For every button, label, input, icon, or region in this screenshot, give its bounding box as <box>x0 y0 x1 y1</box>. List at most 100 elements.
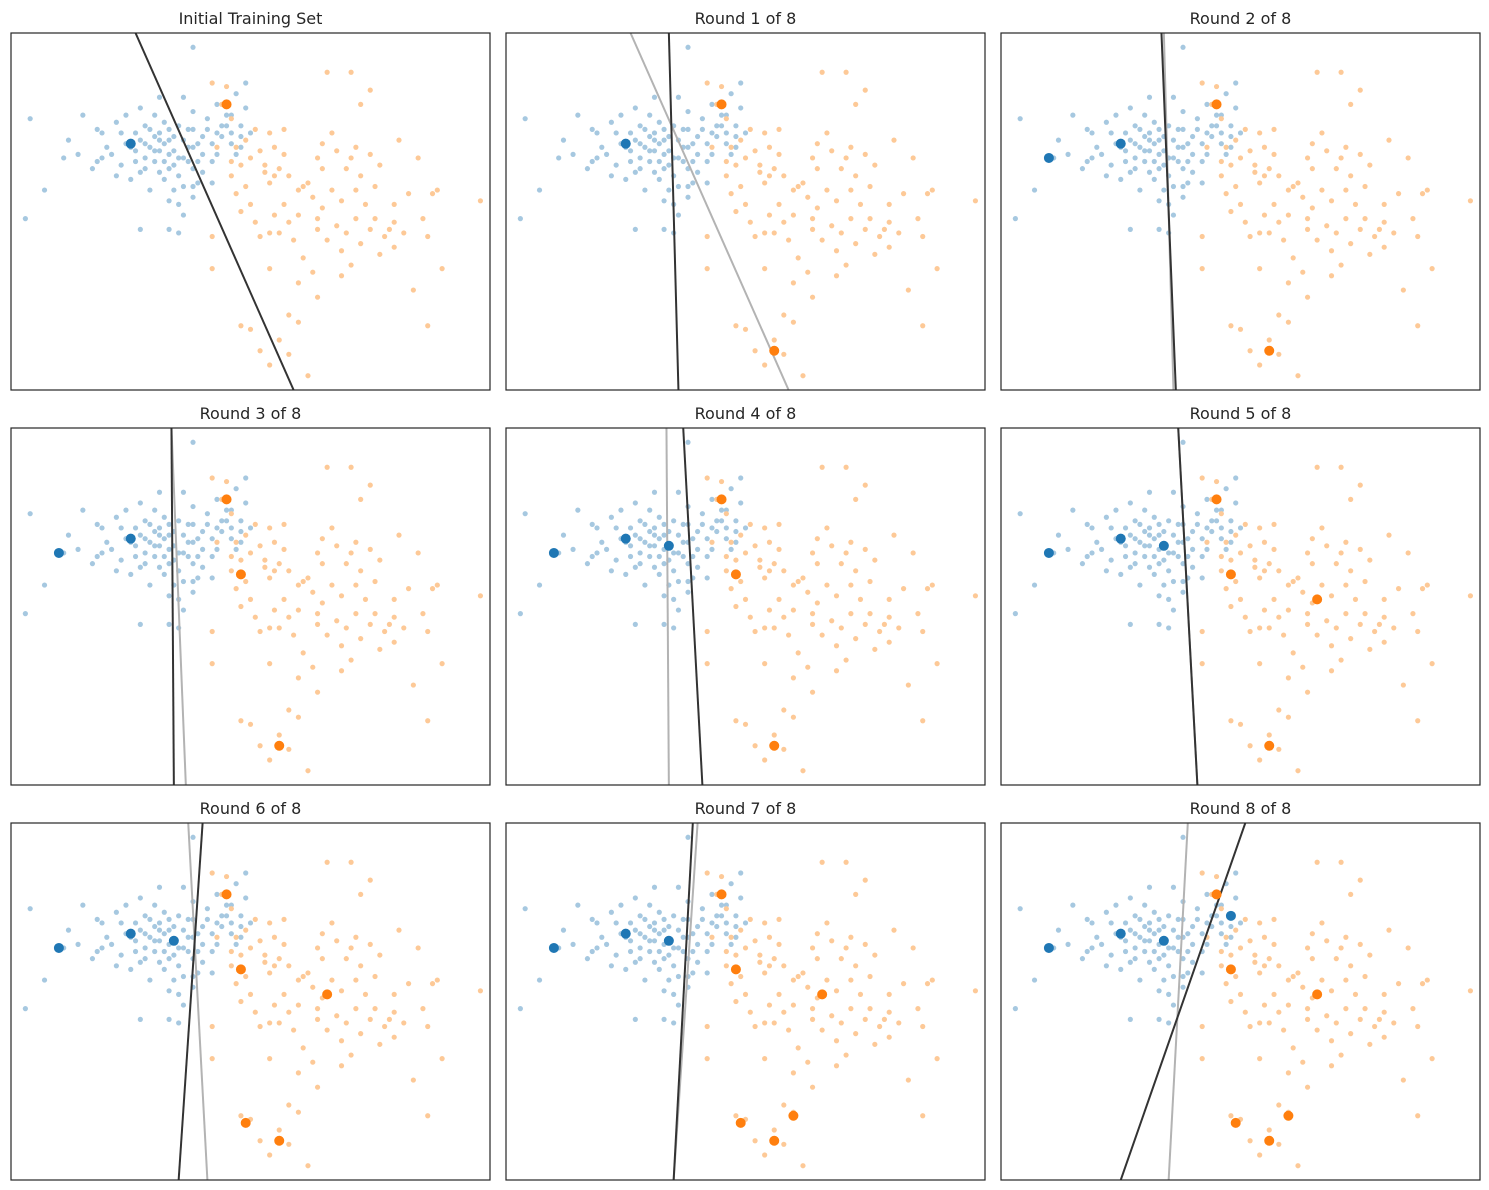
unlabeled-point-class-0 <box>1213 913 1220 919</box>
unlabeled-point-class-1 <box>929 582 935 588</box>
labeled-point-class-0 <box>1158 935 1169 946</box>
unlabeled-point-class-0 <box>185 553 191 560</box>
unlabeled-point-class-0 <box>1228 528 1234 535</box>
unlabeled-point-class-0 <box>709 496 715 502</box>
unlabeled-point-class-1 <box>1304 611 1311 617</box>
unlabeled-point-class-0 <box>247 525 254 531</box>
unlabeled-point-class-0 <box>1170 884 1177 890</box>
unlabeled-point-class-0 <box>1079 166 1086 172</box>
unlabeled-point-class-0 <box>1089 945 1095 951</box>
unlabeled-point-class-1 <box>1242 1009 1248 1015</box>
unlabeled-point-class-0 <box>1055 532 1062 538</box>
unlabeled-point-class-1 <box>929 977 935 983</box>
labeled-point-class-1 <box>1312 594 1323 605</box>
unlabeled-point-class-1 <box>762 180 768 186</box>
unlabeled-point-class-0 <box>560 927 567 933</box>
unlabeled-point-class-1 <box>1228 718 1234 724</box>
unlabeled-point-class-0 <box>1180 126 1186 132</box>
unlabeled-point-class-0 <box>704 158 710 165</box>
unlabeled-point-class-1 <box>848 611 854 617</box>
unlabeled-point-class-0 <box>185 934 191 940</box>
unlabeled-point-class-1 <box>362 991 369 997</box>
unlabeled-point-class-1 <box>391 614 397 620</box>
unlabeled-point-class-1 <box>1266 230 1272 236</box>
unlabeled-point-class-1 <box>1223 934 1229 940</box>
unlabeled-point-class-0 <box>1213 123 1220 129</box>
unlabeled-point-class-1 <box>1199 233 1205 240</box>
unlabeled-point-class-1 <box>738 927 744 933</box>
unlabeled-point-class-1 <box>238 603 244 610</box>
unlabeled-point-class-0 <box>661 1016 667 1022</box>
unlabeled-point-class-1 <box>377 1041 383 1047</box>
unlabeled-point-class-1 <box>1237 721 1244 727</box>
unlabeled-point-class-1 <box>781 351 787 357</box>
unlabeled-point-class-1 <box>1314 859 1320 865</box>
unlabeled-point-class-0 <box>156 169 163 175</box>
unlabeled-point-class-0 <box>1089 550 1095 556</box>
unlabeled-point-class-0 <box>137 1016 143 1022</box>
unlabeled-point-class-1 <box>1467 593 1474 599</box>
unlabeled-point-class-1 <box>1357 546 1363 552</box>
unlabeled-point-class-1 <box>1309 141 1315 147</box>
unlabeled-point-class-1 <box>786 237 792 243</box>
unlabeled-point-class-1 <box>267 575 273 581</box>
unlabeled-point-class-0 <box>1175 948 1181 955</box>
unlabeled-point-class-0 <box>1151 536 1157 542</box>
unlabeled-point-class-0 <box>166 988 172 994</box>
unlabeled-point-class-0 <box>522 906 528 912</box>
unlabeled-point-class-1 <box>1376 1016 1383 1022</box>
unlabeled-point-class-0 <box>190 183 196 190</box>
unlabeled-point-class-0 <box>185 158 191 165</box>
unlabeled-point-class-1 <box>1290 973 1296 980</box>
unlabeled-point-class-1 <box>1362 216 1368 222</box>
unlabeled-point-class-0 <box>1127 895 1133 901</box>
unlabeled-point-class-0 <box>176 173 182 179</box>
unlabeled-point-class-1 <box>833 1038 840 1044</box>
unlabeled-point-class-1 <box>228 948 234 955</box>
unlabeled-point-class-0 <box>733 123 739 129</box>
unlabeled-point-class-0 <box>89 956 96 962</box>
unlabeled-point-class-1 <box>377 251 383 257</box>
labeled-point-class-1 <box>1264 740 1275 751</box>
decision-boundary <box>177 823 204 1180</box>
panel-0: Initial Training Set <box>10 9 491 391</box>
unlabeled-point-class-0 <box>171 162 177 168</box>
unlabeled-point-class-0 <box>94 521 100 527</box>
unlabeled-point-class-0 <box>699 511 705 517</box>
unlabeled-point-class-0 <box>599 144 605 150</box>
unlabeled-point-class-1 <box>891 137 897 143</box>
unlabeled-point-class-0 <box>1199 931 1205 937</box>
unlabeled-point-class-1 <box>867 973 873 980</box>
unlabeled-point-class-0 <box>1218 920 1224 926</box>
unlabeled-point-class-0 <box>1180 183 1186 190</box>
unlabeled-point-class-0 <box>695 528 701 535</box>
unlabeled-point-class-0 <box>238 144 244 150</box>
unlabeled-point-class-1 <box>1295 180 1301 186</box>
unlabeled-point-class-1 <box>886 219 892 225</box>
unlabeled-point-class-1 <box>1391 230 1397 236</box>
unlabeled-point-class-0 <box>228 902 234 908</box>
unlabeled-point-class-0 <box>204 116 210 122</box>
unlabeled-point-class-1 <box>281 126 287 132</box>
unlabeled-point-class-0 <box>1137 977 1143 983</box>
unlabeled-point-class-0 <box>209 141 215 147</box>
unlabeled-point-class-1 <box>1304 621 1311 627</box>
unlabeled-point-class-1 <box>757 959 763 965</box>
unlabeled-point-class-1 <box>1300 269 1306 275</box>
unlabeled-point-class-1 <box>281 916 287 922</box>
unlabeled-point-class-0 <box>204 906 210 912</box>
unlabeled-point-class-0 <box>209 158 215 165</box>
unlabeled-point-class-0 <box>603 941 610 947</box>
unlabeled-point-class-0 <box>128 176 134 182</box>
unlabeled-point-class-1 <box>334 543 340 549</box>
unlabeled-point-class-1 <box>886 639 892 645</box>
unlabeled-point-class-1 <box>334 938 340 944</box>
unlabeled-point-class-0 <box>613 920 619 926</box>
plot-area <box>1012 33 1474 390</box>
unlabeled-point-class-0 <box>233 546 239 552</box>
unlabeled-point-class-1 <box>1271 126 1277 132</box>
unlabeled-point-class-1 <box>247 945 254 951</box>
unlabeled-point-class-1 <box>348 464 354 470</box>
unlabeled-point-class-0 <box>656 909 662 915</box>
unlabeled-point-class-1 <box>1309 561 1315 567</box>
